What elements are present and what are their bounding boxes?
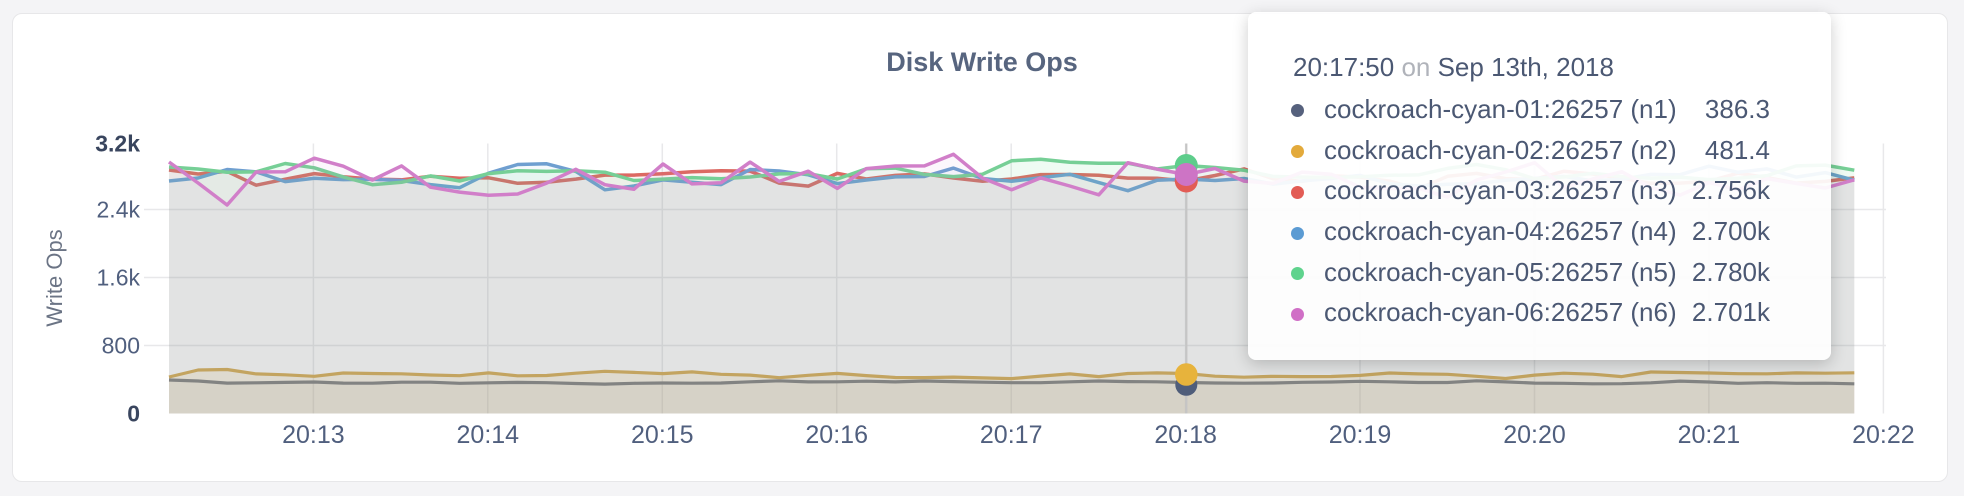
svg-text:20:19: 20:19 [1329,421,1392,449]
svg-text:1.6k: 1.6k [97,265,141,291]
svg-text:3.2k: 3.2k [95,131,140,157]
svg-text:20:13: 20:13 [282,421,345,449]
svg-text:800: 800 [102,333,140,359]
svg-text:0: 0 [127,401,140,427]
svg-text:20:18: 20:18 [1154,421,1217,449]
svg-text:20:22: 20:22 [1852,421,1915,449]
svg-text:20:20: 20:20 [1503,421,1566,449]
svg-text:20:16: 20:16 [805,421,868,449]
svg-text:20:17: 20:17 [980,421,1043,449]
svg-text:Write Ops: Write Ops [42,229,67,326]
svg-text:20:15: 20:15 [631,421,694,449]
svg-text:20:21: 20:21 [1678,421,1741,449]
svg-text:20:14: 20:14 [457,421,520,449]
svg-text:2.4k: 2.4k [97,197,141,223]
